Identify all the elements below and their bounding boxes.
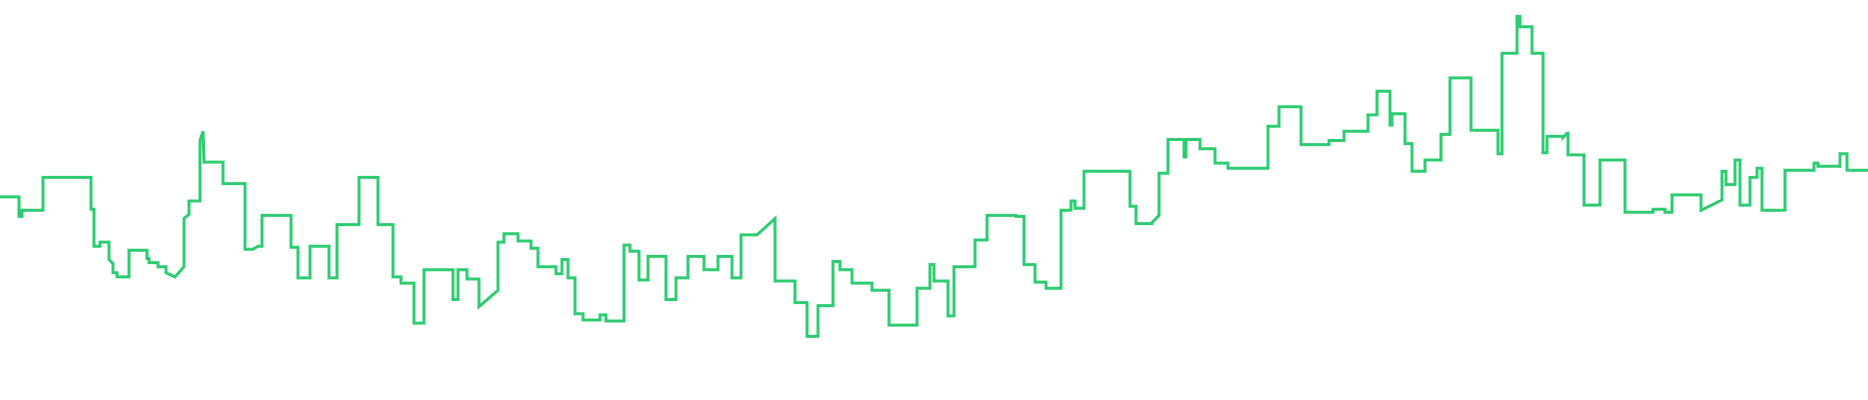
series-group [0, 14, 1868, 338]
series-line-1 [0, 14, 1868, 338]
